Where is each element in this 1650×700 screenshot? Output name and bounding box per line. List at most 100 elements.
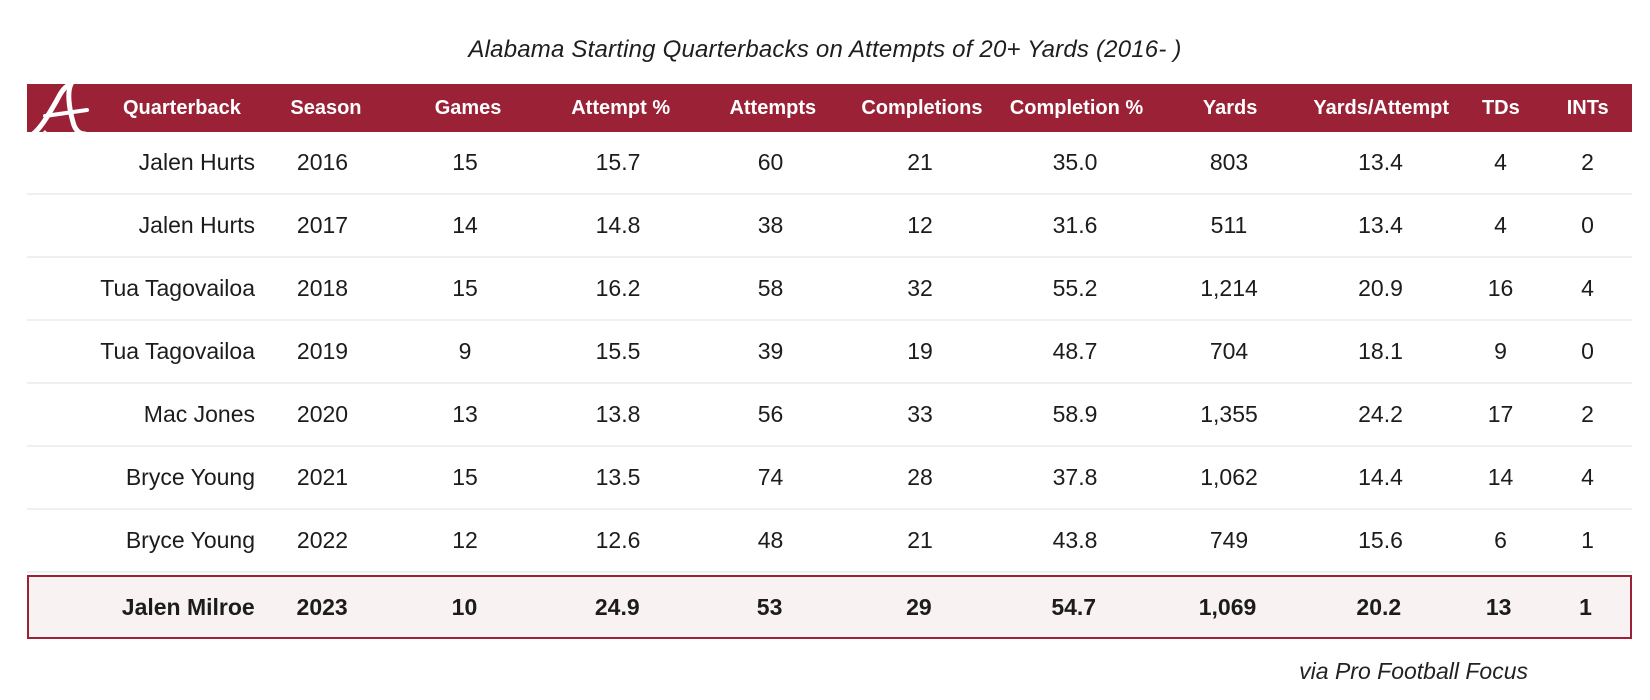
cell-season: 2017 — [296, 212, 349, 238]
cell-quarterback: Tua Tagovailoa — [100, 338, 255, 364]
cell-season: 2022 — [296, 527, 349, 553]
table-row: Mac Jones 2020 13 13.8 56 33 58.9 1,355 24.2 17 2 — [27, 384, 1632, 447]
cell-games: 14 — [452, 212, 478, 238]
cell-tds: 14 — [1487, 464, 1514, 490]
cell-attempts: 56 — [757, 401, 784, 427]
cell-tds: 4 — [1494, 212, 1507, 238]
cell-ints: 0 — [1581, 212, 1594, 238]
cell-attempt-pct: 24.9 — [594, 593, 640, 620]
cell-completions: 28 — [907, 464, 933, 490]
source-note: via Pro Football Focus — [1299, 658, 1528, 684]
cell-yards-per-attempt: 20.2 — [1356, 593, 1402, 620]
cell-completion-pct: 55.2 — [1052, 275, 1098, 301]
cell-attempts: 53 — [756, 593, 783, 620]
table-row: Jalen Milroe 2023 10 24.9 53 29 54.7 1,069 20.2 1… — [27, 575, 1632, 639]
cell-yards-per-attempt: 13.4 — [1358, 212, 1403, 238]
cell-season: 2016 — [296, 149, 349, 175]
cell-completions: 21 — [907, 149, 933, 175]
cell-games: 9 — [458, 338, 472, 364]
table-header: Quarterback Season Games Attempt % Attem… — [27, 79, 1632, 139]
cell-completions: 12 — [907, 212, 933, 238]
cell-tds: 13 — [1485, 593, 1512, 620]
cell-yards: 511 — [1210, 212, 1248, 238]
cell-games: 15 — [452, 275, 478, 301]
cell-yards: 1,062 — [1200, 464, 1258, 490]
cell-attempt-pct: 12.6 — [595, 527, 641, 553]
cell-ints: 2 — [1581, 401, 1594, 427]
cell-ints: 4 — [1581, 275, 1594, 301]
cell-completion-pct: 43.8 — [1052, 527, 1098, 553]
cell-attempts: 39 — [757, 338, 784, 364]
cell-ints: 1 — [1581, 527, 1594, 553]
cell-attempt-pct: 15.7 — [595, 149, 641, 175]
table-row: Tua Tagovailoa 2019 9 15.5 39 19 48.7 704 18.1 9 0 — [27, 321, 1632, 384]
chart-title: Alabama Starting Quarterbacks on Attempt… — [468, 36, 1182, 63]
col-header-attempts: Attempts — [729, 96, 817, 119]
cell-quarterback: Bryce Young — [125, 464, 255, 490]
cell-games: 15 — [452, 464, 478, 490]
cell-attempts: 48 — [757, 527, 784, 553]
cell-yards-per-attempt: 13.4 — [1358, 149, 1403, 175]
stats-table: Quarterback Season Games Attempt % Attem… — [27, 79, 1632, 639]
cell-season: 2023 — [296, 593, 348, 620]
cell-season: 2018 — [296, 275, 349, 301]
cell-yards: 1,214 — [1200, 275, 1258, 301]
cell-yards: 803 — [1209, 149, 1249, 175]
cell-games: 15 — [452, 149, 478, 175]
cell-completions: 19 — [907, 338, 933, 364]
cell-attempts: 38 — [757, 212, 784, 238]
cell-completion-pct: 37.8 — [1052, 464, 1098, 490]
cell-attempt-pct: 14.8 — [595, 212, 641, 238]
cell-season: 2021 — [296, 464, 349, 490]
col-header-completions: Completions — [861, 96, 983, 119]
cell-completion-pct: 35.0 — [1052, 149, 1098, 175]
cell-season: 2020 — [296, 401, 349, 427]
cell-attempts: 60 — [757, 149, 784, 175]
cell-quarterback: Jalen Hurts — [138, 212, 255, 238]
cell-yards: 1,355 — [1200, 401, 1258, 427]
col-header-yards-per-attempt: Yards/Attempt — [1313, 96, 1449, 119]
col-header-tds: TDs — [1481, 96, 1520, 119]
cell-ints: 4 — [1581, 464, 1594, 490]
cell-games: 13 — [452, 401, 478, 427]
col-header-attempt-pct: Attempt % — [571, 96, 671, 119]
table-row: Bryce Young 2021 15 13.5 74 28 37.8 1,062 14.4 14… — [27, 447, 1632, 510]
cell-completions: 29 — [906, 593, 932, 620]
cell-quarterback: Bryce Young — [125, 527, 255, 553]
cell-tds: 6 — [1494, 527, 1507, 553]
col-header-yards: Yards — [1202, 96, 1258, 119]
col-header-season: Season — [290, 96, 362, 119]
cell-yards-per-attempt: 15.6 — [1358, 527, 1403, 553]
table-row: Bryce Young 2022 12 12.6 48 21 43.8 749 15.6 6 1 — [27, 510, 1632, 573]
cell-completion-pct: 54.7 — [1051, 593, 1097, 620]
col-header-ints: INTs — [1566, 96, 1609, 119]
cell-quarterback: Jalen Hurts — [138, 149, 255, 175]
cell-games: 10 — [451, 593, 478, 620]
cell-tds: 17 — [1487, 401, 1514, 427]
cell-yards: 704 — [1209, 338, 1249, 364]
cell-yards-per-attempt: 20.9 — [1358, 275, 1403, 301]
cell-quarterback: Mac Jones — [143, 401, 255, 427]
table-row: Jalen Hurts 2016 15 15.7 60 21 35.0 803 13.4 4 2 — [27, 132, 1632, 195]
col-header-games: Games — [434, 96, 502, 119]
cell-ints: 0 — [1581, 338, 1594, 364]
cell-season: 2019 — [296, 338, 349, 364]
cell-completions: 21 — [907, 527, 933, 553]
col-header-completion-pct: Completion % — [1009, 96, 1144, 119]
cell-games: 12 — [452, 527, 478, 553]
cell-attempt-pct: 13.8 — [595, 401, 641, 427]
cell-yards-per-attempt: 18.1 — [1358, 338, 1403, 364]
cell-completion-pct: 31.6 — [1052, 212, 1098, 238]
cell-attempt-pct: 13.5 — [595, 464, 641, 490]
cell-tds: 4 — [1494, 149, 1507, 175]
cell-yards-per-attempt: 24.2 — [1358, 401, 1403, 427]
cell-completions: 33 — [907, 401, 933, 427]
table-body: Jalen Hurts 2016 15 15.7 60 21 35.0 803 13.4 4 2 Ja… — [27, 132, 1632, 639]
cell-yards: 749 — [1209, 527, 1249, 553]
cell-tds: 9 — [1494, 338, 1507, 364]
cell-ints: 1 — [1579, 593, 1592, 620]
cell-yards: 1,069 — [1198, 593, 1257, 620]
cell-completion-pct: 48.7 — [1052, 338, 1098, 364]
table-row: Tua Tagovailoa 2018 15 16.2 58 32 55.2 1,214 20.… — [27, 258, 1632, 321]
cell-quarterback: Jalen Milroe — [121, 593, 255, 620]
